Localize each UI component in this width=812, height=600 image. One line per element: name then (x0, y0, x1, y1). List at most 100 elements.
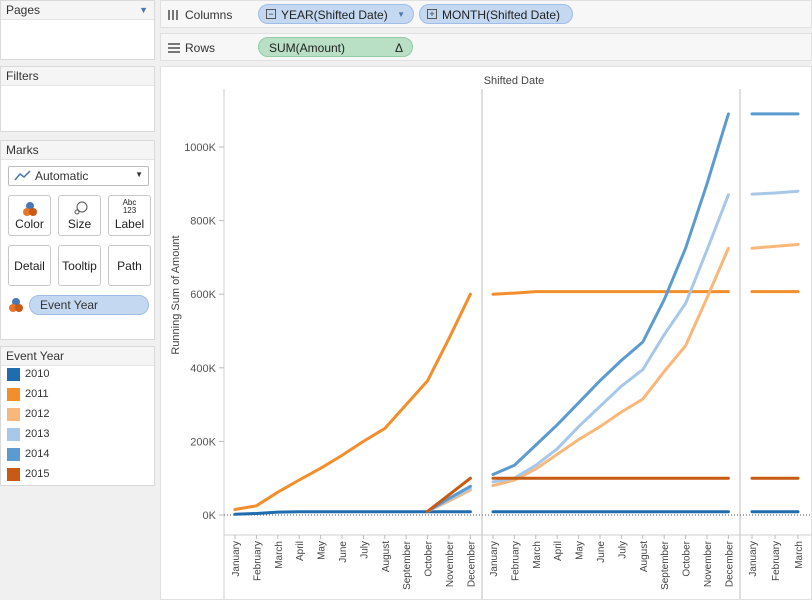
x-tick-label: October (424, 540, 435, 576)
x-tick-label: November (703, 540, 714, 587)
filters-title: Filters (1, 67, 154, 86)
legend-label: 2010 (25, 368, 50, 380)
pages-menu-icon[interactable]: ▼ (139, 5, 148, 15)
x-tick-label: February (771, 541, 782, 581)
series-line-2011 (233, 292, 472, 511)
line-mark-icon (14, 170, 31, 181)
x-tick-label: February (252, 541, 263, 581)
table-calc-delta-icon: Δ (394, 41, 403, 55)
year-shifted-date-pill[interactable]: − YEAR(Shifted Date) ▼ (258, 4, 414, 24)
x-tick-label: June (596, 541, 607, 563)
legend-swatch (7, 448, 20, 461)
chart-title: Shifted Date (484, 75, 545, 87)
legend-swatch (7, 388, 20, 401)
detail-button[interactable]: Detail (8, 245, 51, 286)
legend-swatch (7, 428, 20, 441)
tooltip-button[interactable]: Tooltip (58, 245, 101, 286)
color-button-label: Color (15, 217, 44, 231)
sum-amount-pill-label: SUM(Amount) (269, 41, 346, 55)
legend-card: Event Year 2010 2011 2012 2013 2014 2015 (0, 346, 155, 486)
legend-title: Event Year (1, 347, 154, 366)
marks-title: Marks (1, 141, 154, 160)
path-button-label: Path (117, 259, 142, 273)
marks-card: Marks Automatic ▼ Color Size Abc 123 Lab… (0, 140, 155, 340)
expand-icon[interactable]: + (427, 9, 437, 19)
month-pill-label: MONTH(Shifted Date) (442, 8, 561, 22)
x-tick-label: May (317, 541, 328, 560)
x-tick-label: March (274, 541, 285, 569)
legend-label: 2012 (25, 408, 50, 420)
x-tick-label: September (660, 540, 671, 590)
series-line-2015 (426, 476, 472, 513)
color-field-icon (9, 298, 23, 312)
x-tick-label: October (682, 540, 693, 576)
x-tick-label: April (553, 541, 564, 561)
series-line-2013 (491, 193, 730, 484)
sum-amount-pill[interactable]: SUM(Amount) Δ (258, 37, 413, 57)
y-tick-label: 0K (203, 510, 217, 522)
color-button[interactable]: Color (8, 195, 51, 236)
pages-card: Pages ▼ (0, 0, 155, 60)
x-tick-label: July (359, 541, 370, 559)
y-tick-label: 200K (190, 436, 216, 448)
line-chart: Shifted Date 0K 200K 400K 600K 800K 1000K Runni… (170, 75, 811, 599)
path-button[interactable]: Path (108, 245, 151, 286)
tooltip-button-label: Tooltip (62, 259, 97, 273)
chevron-down-icon: ▼ (135, 170, 143, 179)
x-tick-label: August (381, 541, 392, 572)
event-year-pill-label: Event Year (40, 298, 99, 312)
series-line-2011 (491, 290, 730, 296)
chevron-down-icon[interactable]: ▼ (397, 10, 405, 19)
month-shifted-date-pill[interactable]: + MONTH(Shifted Date) (419, 4, 573, 24)
x-tick-label: April (295, 541, 306, 561)
y-axis-title: Running Sum of Amount (170, 235, 182, 354)
y-tick-label: 1000K (184, 142, 216, 154)
size-button-label: Size (67, 217, 92, 231)
legend-label: 2011 (25, 388, 49, 400)
rows-shelf[interactable]: Rows SUM(Amount) Δ (160, 33, 812, 61)
y-tick-label: 800K (190, 216, 216, 228)
x-tick-label: June (338, 541, 349, 563)
x-tick-label: September (402, 540, 413, 590)
columns-icon (168, 10, 178, 20)
collapse-icon[interactable]: − (266, 9, 276, 19)
color-icon (23, 202, 37, 216)
legend-swatch (7, 468, 20, 481)
view-area: Shifted Date 0K 200K 400K 600K 800K 1000K Runni… (160, 66, 812, 600)
legend-label: 2013 (25, 428, 50, 440)
legend-swatch (7, 408, 20, 421)
size-button[interactable]: Size (58, 195, 101, 236)
x-tick-label: March (532, 541, 543, 569)
x-tick-label: December (466, 540, 477, 587)
x-tick-label: December (724, 540, 735, 587)
pages-title: Pages (1, 1, 154, 20)
x-tick-label: July (617, 541, 628, 559)
year-pill-label: YEAR(Shifted Date) (281, 8, 388, 22)
label-icon: Abc 123 (122, 198, 137, 215)
y-tick-label: 400K (190, 363, 216, 375)
rows-icon (168, 43, 180, 53)
series-line-2014 (491, 112, 730, 476)
columns-shelf[interactable]: Columns − YEAR(Shifted Date) ▼ + MONTH(S… (160, 0, 812, 28)
label-button[interactable]: Abc 123 Label (108, 195, 151, 236)
x-tick-label: August (639, 541, 650, 572)
legend-label: 2015 (25, 468, 50, 480)
label-button-label: Label (114, 217, 145, 231)
x-tick-label: March (794, 541, 805, 569)
series-line-2012 (750, 243, 800, 250)
x-tick-label: January (231, 541, 242, 577)
x-tick-label: November (445, 540, 456, 587)
series-line-2013 (750, 189, 800, 196)
filters-card[interactable]: Filters (0, 66, 155, 132)
y-tick-label: 600K (190, 289, 216, 301)
x-tick-label: January (748, 541, 759, 577)
size-icon (74, 201, 88, 215)
series-line-2010 (233, 510, 472, 516)
event-year-pill[interactable]: Event Year (29, 295, 149, 315)
x-tick-label: May (575, 541, 586, 560)
mark-type-dropdown[interactable]: Automatic ▼ (8, 166, 149, 186)
legend-label: 2014 (25, 448, 50, 460)
columns-label: Columns (185, 8, 233, 22)
x-tick-label: February (510, 541, 521, 581)
rows-label: Rows (185, 41, 216, 55)
